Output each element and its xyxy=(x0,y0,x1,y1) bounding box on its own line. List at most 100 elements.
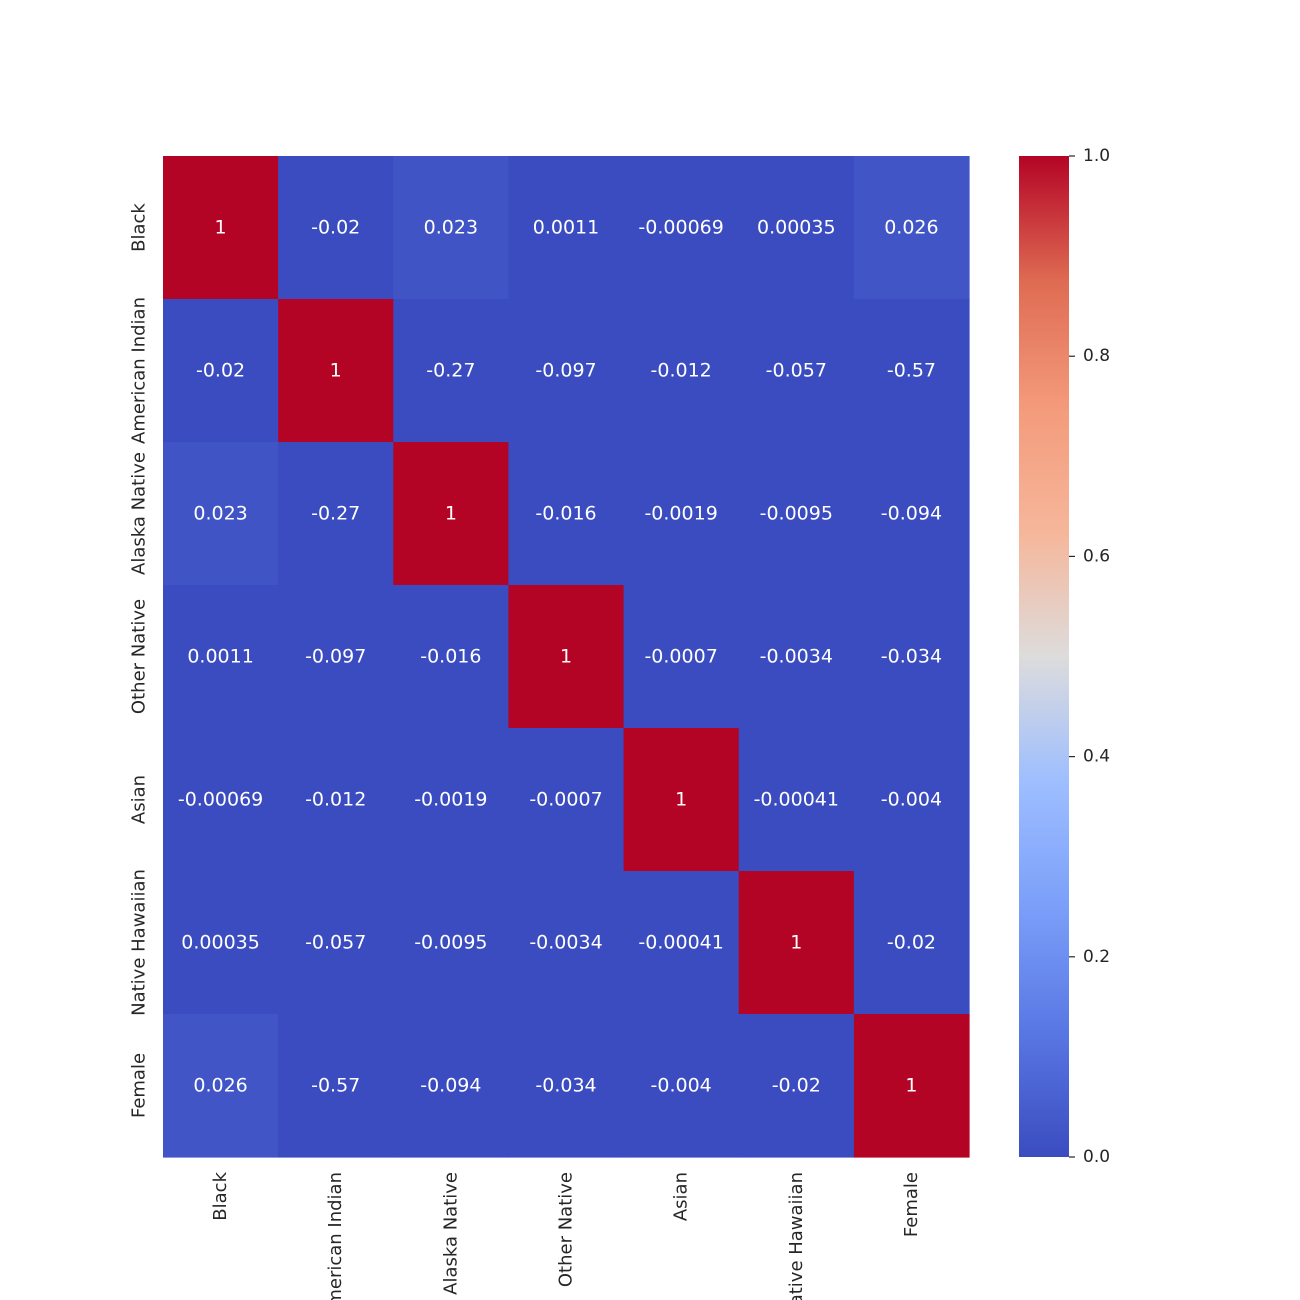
x-tick-label: Female xyxy=(901,1172,922,1237)
y-tick-label: Other Native xyxy=(129,599,150,714)
cell-value-label: -0.27 xyxy=(311,503,360,525)
cell-value-label: 0.0011 xyxy=(187,646,253,668)
heatmap-cell xyxy=(163,156,279,300)
x-tick-label: Other Native xyxy=(556,1172,577,1287)
heatmap-cell xyxy=(163,442,279,586)
x-tick-label: Native Hawaiian xyxy=(786,1172,807,1300)
cell-value-label: -0.57 xyxy=(887,360,936,382)
heatmap-cell xyxy=(163,1014,279,1158)
heatmap-cell xyxy=(278,1014,394,1158)
heatmap-cell xyxy=(623,585,740,729)
y-tick-label: Female xyxy=(129,1053,150,1118)
colorbar: 0.0 0.2 0.4 0.6 0.8 1.0 xyxy=(1019,146,1110,1167)
heatmap-cell xyxy=(738,1014,855,1158)
heatmap-cell xyxy=(278,728,394,872)
cell-value-label: 1 xyxy=(445,503,457,525)
cell-value-label: -0.012 xyxy=(305,789,366,811)
colorbar-tick-label: 0.2 xyxy=(1083,947,1110,967)
y-axis-tick-labels: Black American Indian Alaska Native Other N… xyxy=(129,203,150,1118)
heatmap-cell xyxy=(508,728,625,872)
cell-value-label: -0.00041 xyxy=(754,789,839,811)
colorbar-tick-label: 0.0 xyxy=(1083,1147,1110,1167)
heatmap-cell xyxy=(508,156,625,300)
heatmap-cell xyxy=(508,442,625,586)
cell-value-label: -0.02 xyxy=(887,932,936,954)
cell-value-label: -0.00041 xyxy=(638,932,723,954)
cell-value-label: 1 xyxy=(215,217,227,239)
heatmap-cell xyxy=(623,299,740,443)
cell-value-label: 1 xyxy=(905,1075,917,1097)
heatmap-cell xyxy=(508,871,625,1015)
cell-value-label: -0.0007 xyxy=(644,646,717,668)
heatmap-cell xyxy=(853,156,970,300)
cell-value-label: -0.097 xyxy=(305,646,366,668)
cell-value-label: 1 xyxy=(330,360,342,382)
heatmap-cells xyxy=(163,156,970,1158)
heatmap-cell xyxy=(393,871,510,1015)
heatmap-cell xyxy=(278,585,394,729)
cell-value-label: -0.0034 xyxy=(529,932,602,954)
y-tick-label: Black xyxy=(129,203,150,252)
cell-value-label: -0.016 xyxy=(420,646,481,668)
y-tick-label: Native Hawaiian xyxy=(129,869,150,1016)
cell-value-label: -0.057 xyxy=(305,932,366,954)
cell-value-label: -0.004 xyxy=(881,789,942,811)
heatmap-cell xyxy=(393,728,510,872)
cell-value-label: -0.00069 xyxy=(638,217,723,239)
heatmap-cell xyxy=(738,728,855,872)
heatmap-cell xyxy=(738,871,855,1015)
cell-value-label: -0.0007 xyxy=(529,789,602,811)
heatmap-cell xyxy=(738,156,855,300)
x-tick-label: Asian xyxy=(671,1172,692,1221)
cell-value-label: -0.02 xyxy=(772,1075,821,1097)
heatmap-cell xyxy=(623,728,740,872)
heatmap-cell xyxy=(163,871,279,1015)
heatmap-cell xyxy=(853,1014,970,1158)
cell-value-label: 1 xyxy=(790,932,802,954)
x-tick-label: American Indian xyxy=(325,1172,346,1300)
y-tick-label: American Indian xyxy=(129,297,150,444)
x-axis-tick-labels: Black American Indian Alaska Native Other N… xyxy=(210,1171,922,1300)
heatmap-cell xyxy=(278,871,394,1015)
cell-value-label: -0.27 xyxy=(426,360,475,382)
heatmap-cell xyxy=(163,299,279,443)
colorbar-gradient xyxy=(1019,156,1069,1157)
heatmap-cell xyxy=(623,1014,740,1158)
cell-value-label: -0.057 xyxy=(766,360,827,382)
cell-value-label: 0.023 xyxy=(424,217,478,239)
cell-value-label: -0.00069 xyxy=(178,789,263,811)
cell-value-label: -0.016 xyxy=(535,503,596,525)
cell-value-label: -0.02 xyxy=(311,217,360,239)
cell-value-label: 1 xyxy=(560,646,572,668)
heatmap-cell xyxy=(623,156,740,300)
heatmap-cell xyxy=(393,1014,510,1158)
cell-value-label: -0.004 xyxy=(651,1075,712,1097)
heatmap-cell xyxy=(853,299,970,443)
heatmap-cell xyxy=(623,871,740,1015)
heatmap-cell xyxy=(508,1014,625,1158)
heatmap-cell xyxy=(393,585,510,729)
heatmap-cell xyxy=(738,442,855,586)
cell-value-label: 0.026 xyxy=(193,1075,247,1097)
colorbar-tick-label: 0.8 xyxy=(1083,346,1110,366)
cell-value-label: -0.094 xyxy=(881,503,942,525)
cell-value-label: -0.0019 xyxy=(644,503,717,525)
heatmap-cell xyxy=(393,299,510,443)
heatmap-cell xyxy=(853,728,970,872)
heatmap-cell xyxy=(278,442,394,586)
cell-value-label: -0.034 xyxy=(881,646,942,668)
cell-value-label: -0.0095 xyxy=(760,503,833,525)
cell-value-label: -0.0019 xyxy=(414,789,487,811)
heatmap-cell xyxy=(393,442,510,586)
y-tick-label: Asian xyxy=(129,775,150,824)
cell-value-label: -0.097 xyxy=(535,360,596,382)
colorbar-tick-label: 1.0 xyxy=(1083,146,1110,166)
heatmap-cell xyxy=(623,442,740,586)
heatmap-cell xyxy=(853,585,970,729)
colorbar-ticks: 0.0 0.2 0.4 0.6 0.8 1.0 xyxy=(1069,146,1110,1167)
cell-value-label: 0.00035 xyxy=(757,217,836,239)
cell-value-label: -0.0034 xyxy=(760,646,833,668)
heatmap-cell xyxy=(163,585,279,729)
heatmap-cell xyxy=(508,299,625,443)
colorbar-tick-label: 0.6 xyxy=(1083,546,1110,566)
